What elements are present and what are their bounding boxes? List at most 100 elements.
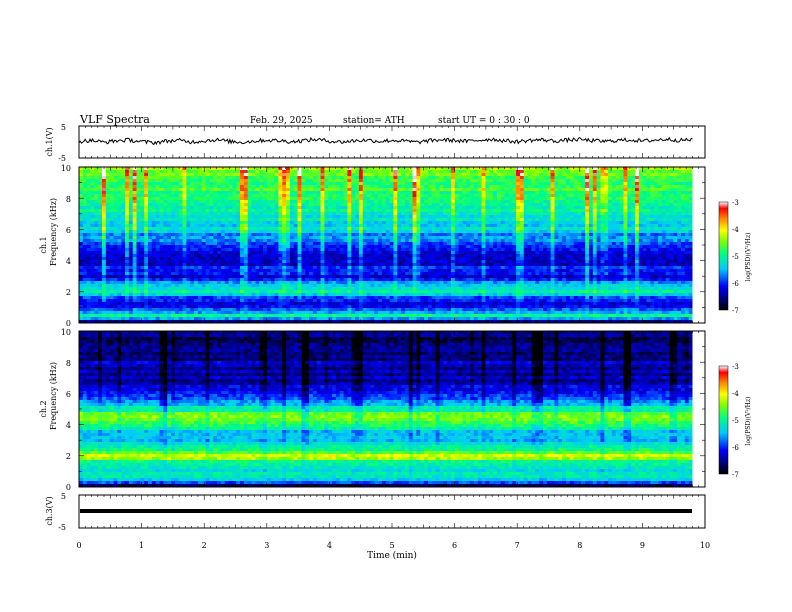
spectrogram-cell bbox=[573, 218, 578, 222]
spectrogram-cell bbox=[389, 242, 394, 246]
spectrogram-cell bbox=[527, 218, 532, 222]
spectrogram-cell bbox=[155, 215, 160, 219]
spectrogram-cell bbox=[385, 236, 390, 240]
spectrogram-cell bbox=[312, 206, 318, 210]
spectrogram-cell bbox=[335, 203, 341, 207]
spectrogram-cell bbox=[470, 248, 475, 252]
spectrogram-cell bbox=[623, 248, 628, 252]
spectrogram-cell bbox=[186, 167, 191, 171]
spectrogram-cell bbox=[470, 170, 475, 174]
spectrogram-cell bbox=[347, 254, 352, 258]
spectrogram-cell bbox=[673, 251, 678, 255]
spectrogram-cell bbox=[217, 233, 222, 237]
spectrogram-cell bbox=[79, 188, 84, 192]
spectrogram-cell bbox=[278, 194, 283, 198]
spectrogram-cell bbox=[493, 233, 498, 237]
spectrogram-cell bbox=[577, 212, 582, 216]
spectrogram-cell bbox=[588, 209, 594, 213]
spectrogram-cell bbox=[439, 215, 444, 219]
spectrogram-cell bbox=[565, 239, 571, 243]
spectrogram-cell bbox=[508, 215, 513, 219]
spectrogram-cell bbox=[358, 170, 364, 174]
spectrogram-cell bbox=[205, 185, 210, 189]
spectrogram-cell bbox=[519, 182, 525, 186]
spectrogram-cell bbox=[562, 224, 567, 228]
spectrogram-cell bbox=[680, 233, 686, 237]
spectrogram-cell bbox=[358, 176, 364, 180]
spectrogram-cell bbox=[531, 215, 536, 219]
spectrogram-cell bbox=[263, 215, 268, 219]
spectrogram-cell bbox=[86, 254, 91, 258]
spectrogram-cell bbox=[171, 176, 176, 180]
spectrogram-cell bbox=[163, 236, 168, 240]
spectrogram-cell bbox=[516, 239, 521, 243]
spectrogram-cell bbox=[335, 209, 341, 213]
spectrogram-cell bbox=[358, 173, 364, 177]
spectrogram-cell bbox=[301, 206, 306, 210]
spectrogram-cell bbox=[611, 167, 617, 171]
spectrogram-cell bbox=[466, 197, 471, 201]
spectrogram-cell bbox=[305, 227, 310, 231]
spectrogram-cell bbox=[489, 239, 494, 243]
spectrogram-cell bbox=[397, 257, 402, 261]
spectrogram-cell bbox=[94, 194, 99, 198]
spectrogram-cell bbox=[305, 218, 310, 222]
spectrogram-cell bbox=[125, 224, 130, 228]
spectrogram-cell bbox=[512, 206, 517, 210]
spectrogram-cell bbox=[94, 173, 99, 177]
spectrogram-cell bbox=[450, 176, 456, 180]
spectrogram-cell bbox=[527, 206, 532, 210]
spectrogram-cell bbox=[592, 206, 598, 210]
spectrogram-cell bbox=[519, 245, 525, 249]
spectrogram-cell bbox=[132, 251, 137, 255]
spectrogram-cell bbox=[588, 236, 594, 240]
spectrogram-cell bbox=[565, 257, 571, 261]
spectrogram-cell bbox=[282, 224, 287, 228]
spectrogram-cell bbox=[167, 260, 172, 264]
spectrogram-cell bbox=[638, 176, 644, 180]
spectrogram-cell bbox=[416, 200, 421, 204]
spectrogram-cell bbox=[144, 191, 149, 195]
spectrogram-cell bbox=[178, 245, 183, 249]
spectrogram-cell bbox=[125, 245, 130, 249]
spectrogram-cell bbox=[259, 233, 264, 237]
spectrogram-cell bbox=[251, 230, 256, 234]
spectrogram-cell bbox=[282, 218, 287, 222]
spectrogram-cell bbox=[174, 236, 180, 240]
spectrogram-cell bbox=[347, 182, 352, 186]
spectrogram-cell bbox=[627, 194, 632, 198]
spectrogram-cell bbox=[650, 218, 655, 222]
spectrogram-cell bbox=[634, 221, 640, 225]
spectrogram-cell bbox=[401, 236, 406, 240]
spectrogram-cell bbox=[186, 215, 191, 219]
spectrogram-cell bbox=[266, 191, 272, 195]
spectrogram-cell bbox=[550, 209, 555, 213]
spectrogram-cell bbox=[132, 257, 137, 261]
spectrogram-cell bbox=[263, 197, 268, 201]
spectrogram-cell bbox=[596, 179, 601, 183]
spectrogram-cell bbox=[213, 230, 218, 234]
spectrogram-cell bbox=[151, 254, 157, 258]
spectrogram-cell bbox=[220, 194, 226, 198]
spectrogram-cell bbox=[657, 188, 663, 192]
spectrogram-cell bbox=[243, 194, 249, 198]
spectrogram-cell bbox=[631, 242, 636, 246]
spectrogram-cell bbox=[500, 179, 505, 183]
spectrogram-cell bbox=[508, 224, 513, 228]
spectrogram-cell bbox=[316, 248, 321, 252]
spectrogram-cell bbox=[312, 191, 318, 195]
spectrogram-cell bbox=[420, 182, 425, 186]
spectrogram-cell bbox=[588, 212, 594, 216]
spectrogram-cell bbox=[439, 167, 444, 171]
spectrogram-cell bbox=[236, 206, 241, 210]
spectrogram-cell bbox=[251, 182, 256, 186]
spectrogram-cell bbox=[627, 242, 632, 246]
spectrogram-cell bbox=[401, 212, 406, 216]
spectrogram-cell bbox=[309, 182, 314, 186]
spectrogram-cell bbox=[194, 191, 199, 195]
spectrogram-cell bbox=[136, 179, 141, 183]
spectrogram-cell bbox=[305, 191, 310, 195]
spectrogram-cell bbox=[512, 221, 517, 225]
spectrogram-cell bbox=[493, 185, 498, 189]
spectrogram-cell bbox=[263, 212, 268, 216]
